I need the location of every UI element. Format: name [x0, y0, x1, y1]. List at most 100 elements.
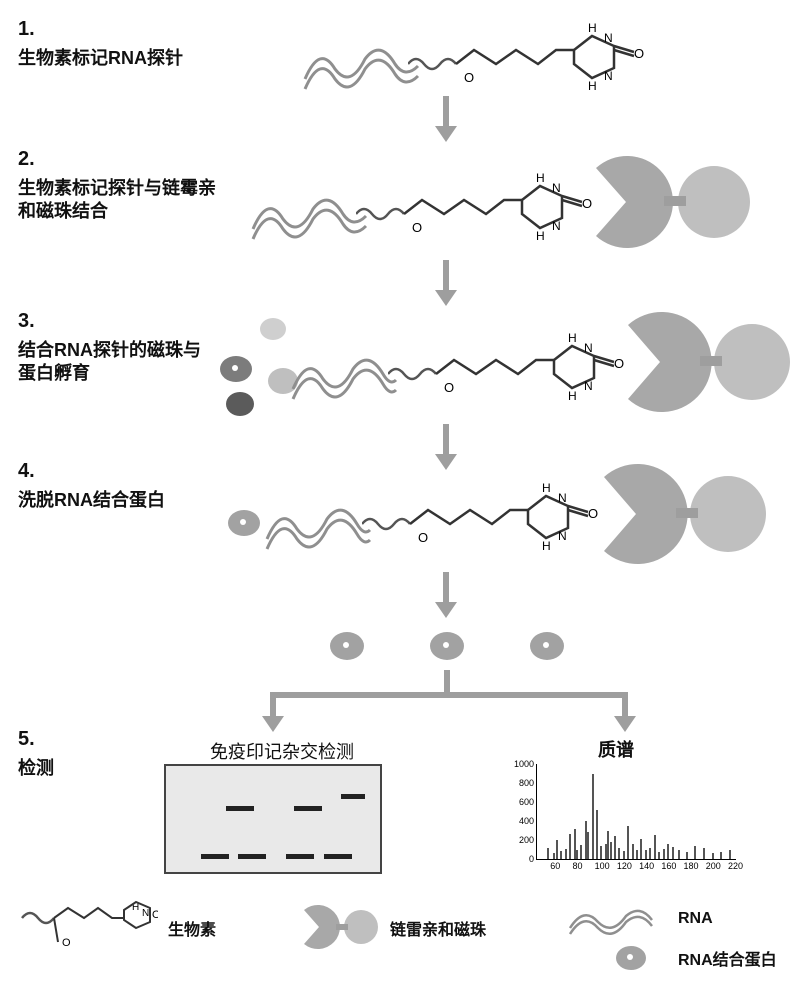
- chart-xtick: 180: [684, 861, 699, 871]
- chart-bar: [658, 852, 660, 859]
- wb-band: [238, 854, 266, 859]
- chart-bar: [618, 848, 620, 859]
- wb-band: [201, 854, 229, 859]
- chart-bar: [569, 834, 571, 859]
- protein-icon: [226, 392, 254, 416]
- chart-bar: [654, 835, 656, 859]
- chart-bar: [645, 850, 647, 859]
- chart-bar: [607, 831, 609, 860]
- legend-rna-label: RNA: [678, 910, 713, 928]
- svg-text:N: N: [558, 529, 567, 543]
- chart-bar: [636, 850, 638, 860]
- svg-text:H: H: [542, 539, 551, 552]
- protein-icon: [260, 318, 286, 340]
- svg-text:H: H: [542, 482, 551, 495]
- chart-bar: [556, 840, 558, 859]
- chart-bar: [580, 845, 582, 859]
- branch-stem: [444, 670, 450, 694]
- bead-connector: [700, 356, 722, 366]
- step2-label: 生物素标记探针与链霉亲和磁珠结合: [18, 177, 218, 224]
- chart-bar: [592, 774, 594, 860]
- chart-bar: [720, 852, 722, 859]
- svg-text:H: H: [568, 332, 577, 345]
- svg-text:O: O: [62, 937, 71, 949]
- step1-illustration: O H N N H O: [300, 16, 660, 96]
- svg-text:H: H: [588, 22, 597, 35]
- biotin-icon: O HN NH O: [362, 482, 602, 552]
- step3-number: 3.: [18, 310, 218, 333]
- wb-band: [341, 794, 365, 799]
- step4-label: 洗脱RNA结合蛋白: [18, 489, 218, 512]
- chart-xtick: 100: [595, 861, 610, 871]
- step1-number: 1.: [18, 18, 218, 41]
- chart-bar: [600, 846, 602, 859]
- streptavidin-pacman-icon: [578, 154, 674, 250]
- biotin-icon: O HN NH O: [388, 332, 628, 402]
- wb-band: [324, 854, 352, 859]
- svg-text:N: N: [604, 31, 613, 45]
- arrow-1-2: [435, 96, 457, 142]
- chart-bar: [703, 848, 705, 859]
- rna-helix-icon: [288, 344, 398, 404]
- svg-text:N: N: [142, 908, 149, 919]
- rna-binding-protein-icon: [530, 632, 564, 660]
- bead-connector: [676, 508, 698, 518]
- streptavidin-pacman-icon: [584, 462, 688, 566]
- svg-text:N: N: [558, 491, 567, 505]
- svg-text:N: N: [604, 69, 613, 83]
- step5-number: 5.: [18, 728, 218, 751]
- branch-arrow-right: [614, 692, 636, 732]
- rna-legend-icon: [566, 902, 656, 938]
- chart-bar: [587, 832, 589, 859]
- chart-xtick: 200: [706, 861, 721, 871]
- legend: HN O O 生物素 链雷亲和磁珠 RNA RNA结合蛋白: [18, 900, 778, 990]
- magnetic-bead-icon: [690, 476, 766, 552]
- biotin-icon: O HN NH O: [356, 172, 596, 242]
- step4-number: 4.: [18, 460, 218, 483]
- wb-band: [286, 854, 314, 859]
- chart-bar: [663, 849, 665, 859]
- chart-bar: [610, 842, 612, 859]
- svg-text:N: N: [584, 379, 593, 393]
- step3-label: 结合RNA探针的磁珠与蛋白孵育: [18, 339, 218, 386]
- chart-xtick: 140: [639, 861, 654, 871]
- magnetic-bead-icon: [678, 166, 750, 238]
- svg-text:O: O: [418, 530, 428, 545]
- eluted-proteins: [330, 628, 590, 668]
- chart-ytick: 600: [512, 797, 534, 807]
- step3-illustration: O HN NH O: [220, 310, 780, 430]
- svg-text:H: H: [588, 79, 597, 92]
- chart-bar: [712, 853, 714, 859]
- chart-bar: [632, 844, 634, 859]
- chart-ytick: 200: [512, 835, 534, 845]
- chart-bar: [640, 839, 642, 859]
- chart-ytick: 0: [512, 854, 534, 864]
- arrow-4-elute: [435, 572, 457, 618]
- magnetic-bead-icon: [714, 324, 790, 400]
- arrow-2-3: [435, 260, 457, 306]
- ms-label: 质谱: [598, 736, 634, 762]
- svg-text:N: N: [552, 181, 561, 195]
- chart-xtick: 120: [617, 861, 632, 871]
- branch-arrow-left: [262, 692, 284, 732]
- chart-x-axis: [536, 859, 736, 860]
- chart-bar: [623, 851, 625, 859]
- legend-biotin-label: 生物素: [168, 916, 216, 940]
- mass-spec-chart: 0200400600800100060801001201401601802002…: [512, 764, 736, 874]
- protein-legend-icon: [616, 946, 646, 970]
- chart-bar: [576, 850, 578, 859]
- rna-helix-icon: [262, 494, 372, 554]
- step2-illustration: O HN NH O: [248, 150, 758, 260]
- chart-bar: [596, 810, 598, 859]
- rna-binding-protein-icon: [228, 510, 260, 536]
- chart-ytick: 1000: [512, 759, 534, 769]
- svg-text:O: O: [634, 46, 644, 61]
- legend-strept-label: 链雷亲和磁珠: [390, 916, 486, 940]
- streptavidin-pacman-icon: [608, 310, 712, 414]
- wb-band: [226, 806, 254, 811]
- chart-bar: [678, 850, 680, 860]
- western-blot-box: [164, 764, 382, 874]
- chart-bar: [686, 852, 688, 859]
- chart-bar: [667, 844, 669, 859]
- chart-xtick: 60: [550, 861, 560, 871]
